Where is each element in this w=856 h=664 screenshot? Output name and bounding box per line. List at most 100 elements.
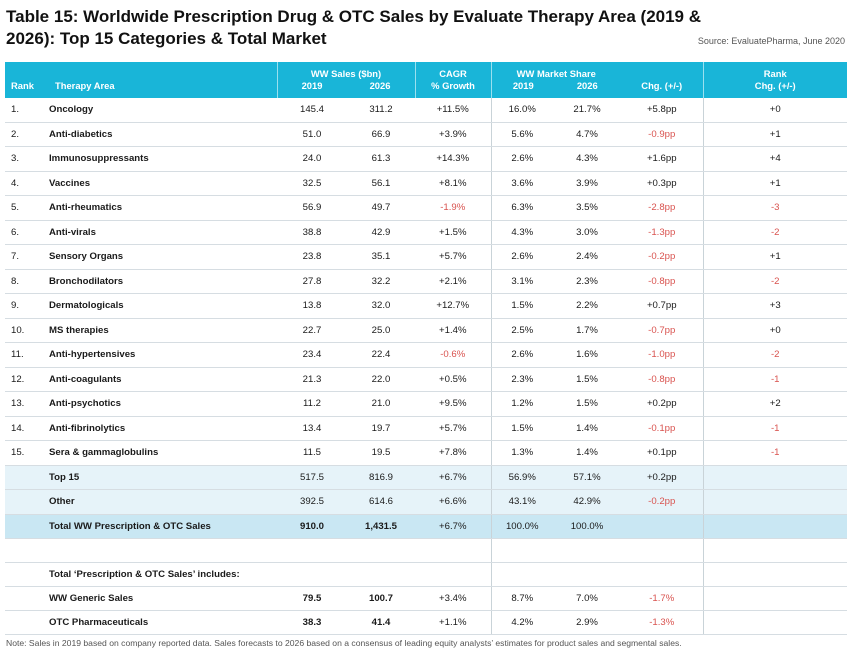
cell-cagr: +3.9% <box>415 122 492 147</box>
cell-chg: +0.3pp <box>621 171 704 196</box>
cell-m2026: 1.5% <box>553 367 621 392</box>
cell-m2019: 3.1% <box>491 269 553 294</box>
top15-row: Top 15 517.5 816.9 +6.7% 56.9% 57.1% +0.… <box>5 465 847 490</box>
cell-rchg: +1 <box>703 244 847 270</box>
cell-s2026: 25.0 <box>347 318 415 343</box>
cell-rchg: -2 <box>703 269 847 294</box>
cell-s2026: 19.7 <box>347 416 415 441</box>
cell-rchg: -2 <box>703 220 847 245</box>
otc-row: OTC Pharmaceuticals 38.3 41.4 +1.1% 4.2%… <box>5 610 847 635</box>
table-row: 9. Dermatologicals 13.8 32.0 +12.7% 1.5% 2.2% +… <box>5 293 847 319</box>
cell-rank: 1. <box>5 98 49 123</box>
header-rank-change: Rank Chg. (+/-) <box>703 62 847 98</box>
cell-s2019: 51.0 <box>277 122 347 147</box>
cell-s2019: 56.9 <box>277 195 347 221</box>
cell-m2019: 6.3% <box>491 195 553 221</box>
sales-table: Rank Therapy Area WW Sales ($bn) 2019 202… <box>5 62 847 635</box>
cell-rchg: +1 <box>703 171 847 196</box>
cell-chg: -0.8pp <box>621 269 704 294</box>
cell-m2026: 3.9% <box>553 171 621 196</box>
cell-rank: 9. <box>5 293 49 319</box>
cell-cagr: -1.9% <box>415 195 492 221</box>
cell-area: Anti-rheumatics <box>49 195 277 221</box>
cell-cagr: +11.5% <box>415 98 492 123</box>
cell-rank: 12. <box>5 367 49 392</box>
cell-s2026: 49.7 <box>347 195 415 221</box>
table-row: 2. Anti-diabetics 51.0 66.9 +3.9% 5.6% 4.7% -0.… <box>5 122 847 147</box>
cell-rank: 5. <box>5 195 49 221</box>
cell-chg: +0.2pp <box>621 391 704 417</box>
table-row: 12. Anti-coagulants 21.3 22.0 +0.5% 2.3% 1.5% -… <box>5 367 847 392</box>
cell-rchg: -3 <box>703 195 847 221</box>
cell-rchg: -1 <box>703 440 847 466</box>
cell-m2026: 2.4% <box>553 244 621 270</box>
cell-m2026: 1.4% <box>553 416 621 441</box>
cell-s2026: 22.4 <box>347 342 415 368</box>
cell-m2019: 2.6% <box>491 244 553 270</box>
cell-chg: +1.6pp <box>621 146 704 172</box>
cell-rank: 7. <box>5 244 49 270</box>
cell-s2019: 27.8 <box>277 269 347 294</box>
cell-s2019: 11.2 <box>277 391 347 417</box>
cell-s2026: 32.0 <box>347 293 415 319</box>
cell-area: Anti-psychotics <box>49 391 277 417</box>
spacer-row <box>5 538 847 563</box>
cell-s2019: 32.5 <box>277 171 347 196</box>
cell-m2026: 4.7% <box>553 122 621 147</box>
header-share-change: Chg. (+/-) <box>621 62 704 98</box>
cell-m2019: 2.3% <box>491 367 553 392</box>
cell-m2026: 3.0% <box>553 220 621 245</box>
cell-m2019: 3.6% <box>491 171 553 196</box>
cell-m2019: 2.6% <box>491 146 553 172</box>
table-row: 7. Sensory Organs 23.8 35.1 +5.7% 2.6% 2.4% -0.… <box>5 244 847 270</box>
cell-rchg: +0 <box>703 318 847 343</box>
table-row: 14. Anti-fibrinolytics 13.4 19.7 +5.7% 1.5% 1.… <box>5 416 847 441</box>
cell-m2019: 2.6% <box>491 342 553 368</box>
cell-m2019: 5.6% <box>491 122 553 147</box>
cell-rank: 3. <box>5 146 49 172</box>
table-row: 5. Anti-rheumatics 56.9 49.7 -1.9% 6.3% 3.5% -2… <box>5 195 847 221</box>
cell-rank: 11. <box>5 342 49 368</box>
cell-area: Anti-diabetics <box>49 122 277 147</box>
cell-m2026: 4.3% <box>553 146 621 172</box>
cell-rchg: -1 <box>703 367 847 392</box>
cell-chg: -0.1pp <box>621 416 704 441</box>
cell-s2019: 38.8 <box>277 220 347 245</box>
cell-chg: -0.8pp <box>621 367 704 392</box>
cell-s2026: 32.2 <box>347 269 415 294</box>
table-row: 6. Anti-virals 38.8 42.9 +1.5% 4.3% 3.0% -1.3pp… <box>5 220 847 245</box>
cell-cagr: +1.4% <box>415 318 492 343</box>
header-ww-sales: WW Sales ($bn) 2019 2026 <box>277 62 416 98</box>
cell-m2019: 2.5% <box>491 318 553 343</box>
cell-rchg: +4 <box>703 146 847 172</box>
cell-m2026: 3.5% <box>553 195 621 221</box>
header-row: Rank Therapy Area WW Sales ($bn) 2019 202… <box>5 62 847 98</box>
table-row: 4. Vaccines 32.5 56.1 +8.1% 3.6% 3.9% +0.3pp +1 <box>5 171 847 196</box>
includes-label-row: Total ‘Prescription & OTC Sales’ include… <box>5 562 847 587</box>
cell-rank: 15. <box>5 440 49 466</box>
cell-rchg: +3 <box>703 293 847 319</box>
cell-m2019: 1.2% <box>491 391 553 417</box>
cell-cagr: +2.1% <box>415 269 492 294</box>
cell-s2026: 21.0 <box>347 391 415 417</box>
cell-area: Vaccines <box>49 171 277 196</box>
cell-s2026: 35.1 <box>347 244 415 270</box>
cell-cagr: +8.1% <box>415 171 492 196</box>
cell-chg: -0.7pp <box>621 318 704 343</box>
cell-chg: -0.2pp <box>621 244 704 270</box>
cell-cagr: +5.7% <box>415 244 492 270</box>
table-row: 15. Sera & gammaglobulins 11.5 19.5 +7.8% 1.3… <box>5 440 847 466</box>
cell-s2026: 56.1 <box>347 171 415 196</box>
cell-m2019: 4.3% <box>491 220 553 245</box>
cell-chg: -1.3pp <box>621 220 704 245</box>
cell-cagr: +7.8% <box>415 440 492 466</box>
cell-s2026: 61.3 <box>347 146 415 172</box>
cell-cagr: +5.7% <box>415 416 492 441</box>
cell-rank: 6. <box>5 220 49 245</box>
generic-row: WW Generic Sales 79.5 100.7 +3.4% 8.7% 7… <box>5 586 847 611</box>
cell-area: Anti-fibrinolytics <box>49 416 277 441</box>
other-row: Other 392.5 614.6 +6.6% 43.1% 42.9% -0.2… <box>5 489 847 515</box>
cell-m2026: 1.6% <box>553 342 621 368</box>
cell-m2026: 1.5% <box>553 391 621 417</box>
cell-m2026: 1.7% <box>553 318 621 343</box>
